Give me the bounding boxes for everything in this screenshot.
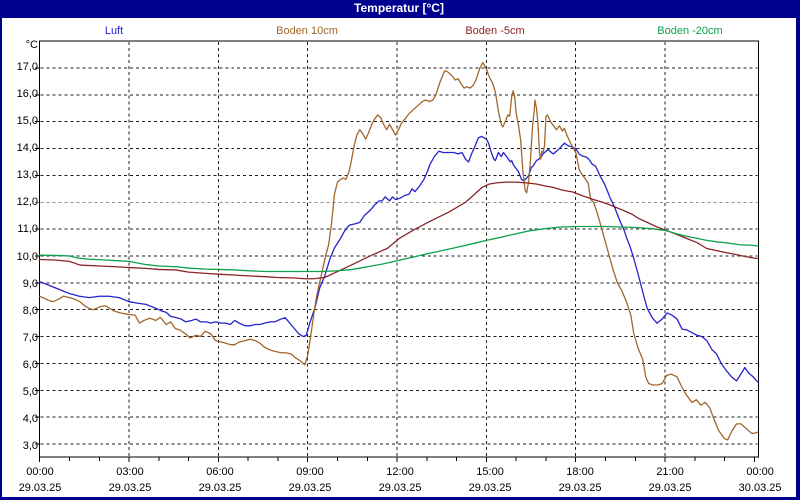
plot-frame [39, 40, 759, 458]
series-line-boden-10cm [39, 61, 759, 441]
series-line-luft [39, 135, 759, 383]
series-line-boden-20cm [39, 225, 759, 273]
window-titlebar: Temperatur [°C] [2, 0, 796, 18]
series-line-boden-5cm [39, 181, 759, 280]
chart-title: Temperatur [°C] [354, 1, 444, 15]
